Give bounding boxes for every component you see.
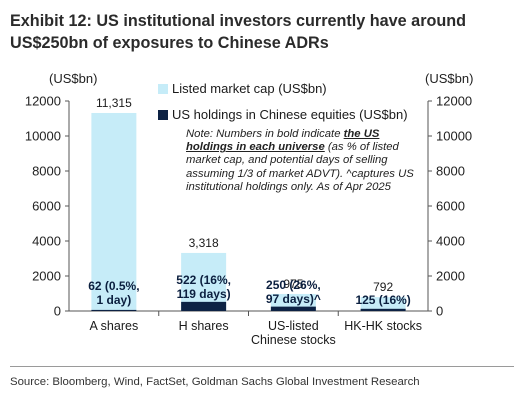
note-prefix: Note: Numbers in bold indicate (186, 128, 344, 140)
left-tick-label: 6000 (32, 199, 61, 214)
label-market-cap-1: 3,318 (188, 235, 219, 250)
bar-market-cap-1 (181, 252, 227, 311)
legend-us-holdings: US holdings in Chinese equities (US$bn) (158, 107, 408, 122)
left-tick-label: 2000 (32, 269, 61, 284)
bar-us-holdings-2 (270, 306, 316, 311)
chart-note: Note: Numbers in bold indicate the US ho… (186, 128, 416, 194)
left-axis-unit: (US$bn) (49, 71, 98, 86)
legend-swatch-market-cap (158, 83, 168, 94)
category-label-2: US-listed Chinese stocks (250, 319, 336, 347)
label-us-holdings-0: 62 (0.5%, 1 day) (88, 279, 140, 307)
label-us-holdings-3: 125 (16%) (355, 293, 411, 307)
bar-market-cap-3 (360, 297, 406, 311)
left-tick-label: 12000 (25, 94, 61, 109)
right-axis-unit: (US$bn) (425, 71, 474, 86)
note-suffix: (as % of listed market cap, and potentia… (186, 141, 414, 193)
left-tick-label: 10000 (25, 129, 61, 144)
right-tick-label: 12000 (436, 94, 472, 109)
chart-title: Exhibit 12: US institutional investors c… (10, 12, 467, 52)
source-divider (10, 366, 514, 367)
category-label-1: H shares (178, 319, 229, 333)
legend-label-market-cap: Listed market cap (US$bn) (172, 81, 327, 96)
right-tick-label: 0 (436, 304, 443, 319)
label-market-cap-0: 11,315 (95, 95, 132, 110)
note-bold: the US holdings in each universe (186, 128, 380, 154)
right-tick-label: 8000 (436, 164, 465, 179)
left-tick-label: 8000 (32, 164, 61, 179)
right-tick-label: 10000 (436, 129, 472, 144)
left-tick-label: 4000 (32, 234, 61, 249)
right-tick-label: 6000 (436, 199, 465, 214)
source-text: Source: Bloomberg, Wind, FactSet, Goldma… (10, 376, 420, 388)
bar-us-holdings-0 (91, 309, 137, 311)
legend-market-cap: Listed market cap (US$bn) (158, 81, 327, 96)
right-tick-label: 2000 (436, 269, 465, 284)
category-label-3: HK-HK stocks (344, 319, 423, 333)
right-tick-label: 4000 (436, 234, 465, 249)
left-tick-label: 0 (54, 304, 61, 319)
bar-us-holdings-3 (360, 308, 406, 311)
label-us-holdings-2: 250 (26%, 97 days)^ (265, 277, 321, 306)
category-label-0: A shares (89, 319, 139, 333)
bar-us-holdings-1 (181, 301, 227, 311)
label-us-holdings-1: 522 (16%, 119 days) (176, 272, 231, 301)
label-market-cap-3: 792 (373, 280, 394, 295)
legend-label-us-holdings: US holdings in Chinese equities (US$bn) (172, 107, 408, 122)
bar-market-cap-0 (91, 112, 137, 311)
label-market-cap-2: 975 (283, 276, 304, 291)
legend-swatch-us-holdings (158, 109, 168, 120)
